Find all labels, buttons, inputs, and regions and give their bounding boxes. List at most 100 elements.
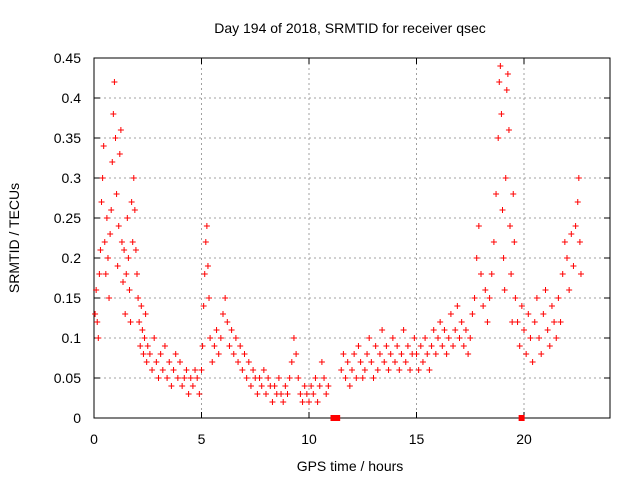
data-point bbox=[445, 335, 452, 341]
data-point bbox=[116, 151, 123, 157]
data-point bbox=[275, 375, 282, 381]
data-point bbox=[398, 351, 405, 357]
data-point bbox=[576, 239, 583, 245]
data-point bbox=[364, 351, 371, 357]
data-point bbox=[538, 351, 545, 357]
data-point bbox=[473, 255, 480, 261]
data-point bbox=[92, 311, 99, 317]
data-point bbox=[139, 327, 146, 333]
data-point bbox=[312, 375, 319, 381]
data-point bbox=[265, 375, 272, 381]
data-point bbox=[254, 391, 261, 397]
data-point bbox=[243, 375, 250, 381]
data-point bbox=[114, 263, 121, 269]
data-point bbox=[185, 391, 192, 397]
data-point bbox=[230, 351, 237, 357]
data-point bbox=[497, 63, 504, 69]
data-point bbox=[557, 319, 564, 325]
data-point bbox=[387, 351, 394, 357]
data-point bbox=[202, 239, 209, 245]
data-point bbox=[450, 343, 457, 349]
data-point bbox=[441, 327, 448, 333]
data-point bbox=[201, 271, 208, 277]
data-point bbox=[102, 271, 109, 277]
data-point bbox=[439, 343, 446, 349]
data-point bbox=[106, 295, 113, 301]
data-point bbox=[509, 319, 516, 325]
data-point bbox=[107, 231, 114, 237]
data-point bbox=[415, 367, 422, 373]
data-point bbox=[544, 327, 551, 333]
data-point bbox=[179, 383, 186, 389]
data-point bbox=[286, 375, 293, 381]
data-point bbox=[555, 295, 562, 301]
data-point bbox=[122, 311, 129, 317]
data-point bbox=[127, 319, 134, 325]
data-point bbox=[368, 359, 375, 365]
y-tick-label: 0 bbox=[73, 410, 81, 426]
data-point bbox=[263, 391, 269, 397]
data-point bbox=[284, 391, 291, 397]
data-point bbox=[482, 287, 489, 293]
data-point bbox=[282, 383, 289, 389]
data-point bbox=[140, 351, 147, 357]
data-point bbox=[111, 79, 118, 85]
data-point bbox=[295, 375, 302, 381]
data-point bbox=[359, 375, 366, 381]
x-tick-label: 0 bbox=[90, 431, 98, 447]
data-point bbox=[512, 295, 519, 301]
data-point bbox=[419, 359, 426, 365]
data-point bbox=[392, 359, 398, 365]
data-point bbox=[531, 319, 538, 325]
x-axis-label: GPS time / hours bbox=[297, 458, 404, 474]
data-point bbox=[372, 343, 379, 349]
data-point bbox=[293, 351, 300, 357]
data-point bbox=[199, 343, 206, 349]
data-point bbox=[94, 319, 101, 325]
data-point bbox=[478, 271, 484, 277]
data-point bbox=[374, 367, 381, 373]
data-point bbox=[508, 271, 515, 277]
data-point bbox=[454, 303, 461, 309]
data-point bbox=[413, 351, 420, 357]
data-point bbox=[226, 343, 233, 349]
grid-layer bbox=[94, 58, 610, 418]
data-point bbox=[224, 319, 231, 325]
data-point bbox=[548, 303, 555, 309]
y-tick-label: 0.2 bbox=[62, 250, 82, 266]
data-point bbox=[495, 135, 502, 141]
data-point bbox=[321, 375, 328, 381]
data-point bbox=[575, 175, 582, 181]
data-point bbox=[110, 111, 117, 117]
data-point bbox=[511, 239, 518, 245]
data-point bbox=[278, 391, 285, 397]
data-point bbox=[462, 327, 469, 333]
data-point bbox=[527, 335, 534, 341]
y-tick-label: 0.05 bbox=[54, 370, 81, 386]
data-point bbox=[135, 295, 142, 301]
data-point bbox=[301, 383, 308, 389]
data-point bbox=[357, 359, 364, 365]
data-point bbox=[484, 319, 491, 325]
data-point bbox=[443, 351, 450, 357]
y-tick-label: 0.15 bbox=[54, 290, 81, 306]
data-point bbox=[389, 335, 396, 341]
data-point bbox=[235, 359, 242, 365]
data-point bbox=[521, 327, 527, 333]
data-point bbox=[129, 239, 136, 245]
data-point bbox=[471, 295, 478, 301]
data-point bbox=[318, 359, 325, 365]
data-point bbox=[128, 199, 135, 205]
plot-frame bbox=[93, 57, 611, 419]
data-point bbox=[164, 375, 171, 381]
data-point bbox=[493, 191, 500, 197]
data-point bbox=[523, 351, 530, 357]
data-point bbox=[458, 319, 465, 325]
data-point bbox=[143, 359, 150, 365]
data-point bbox=[120, 279, 127, 285]
data-point bbox=[574, 199, 581, 205]
data-point bbox=[496, 79, 503, 85]
data-point bbox=[170, 367, 177, 373]
axis-ticks: 0 0.05 0.1 0.15 0.2 0.25 0.3 0.35 0.4 0.45 0 5 10 15 2… bbox=[54, 50, 610, 447]
data-point bbox=[435, 335, 441, 341]
